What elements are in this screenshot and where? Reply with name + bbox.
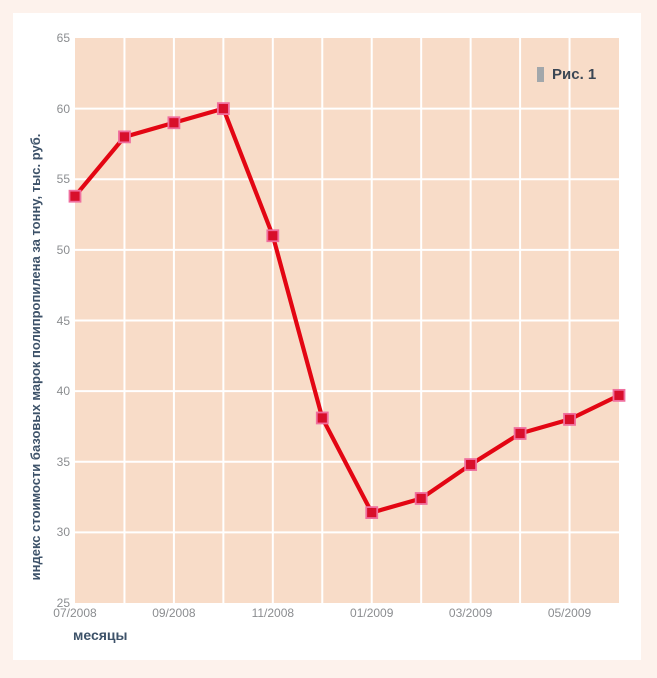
x-tick-label: 05/2009: [547, 606, 592, 620]
chart-svg: [68, 38, 626, 603]
data-point-marker: [513, 427, 527, 440]
data-point-marker: [216, 102, 230, 116]
y-tick-label: 50: [56, 242, 70, 257]
legend-bullet-icon: [537, 67, 544, 82]
y-tick-label: 55: [56, 172, 70, 187]
y-tick-label: 40: [56, 384, 70, 399]
data-point-marker: [315, 411, 329, 425]
x-tick-label: 07/2008: [53, 606, 97, 620]
y-axis-title: индекс стоимости базовых марок полипропи…: [28, 133, 43, 581]
data-point-marker: [464, 458, 478, 471]
x-axis-title: месяцы: [73, 627, 128, 643]
price-index-line: [72, 106, 622, 515]
x-tick-label: 09/2008: [152, 606, 196, 620]
legend-label: Рис. 1: [552, 66, 597, 83]
y-tick-label: 35: [56, 454, 70, 469]
data-point-marker: [563, 412, 576, 426]
x-tick-label: 03/2009: [448, 606, 493, 620]
data-point-marker: [118, 130, 131, 144]
y-tick-label: 30: [56, 525, 70, 540]
plot-area: [68, 38, 626, 603]
data-point-marker: [266, 229, 280, 243]
x-tick-label: 01/2009: [350, 606, 394, 620]
y-tick-label: 60: [56, 101, 70, 116]
y-tick-label: 25: [56, 596, 70, 610]
data-point-marker: [612, 388, 626, 402]
data-point-marker: [167, 116, 181, 130]
x-tick-label: 11/2008: [251, 606, 295, 620]
chart-legend: Рис. 1: [537, 66, 596, 83]
data-point-marker: [68, 189, 82, 203]
data-point-marker: [365, 506, 379, 520]
data-point-marker: [414, 492, 428, 505]
y-tick-label: 45: [56, 313, 70, 328]
y-tick-label: 65: [56, 31, 70, 45]
